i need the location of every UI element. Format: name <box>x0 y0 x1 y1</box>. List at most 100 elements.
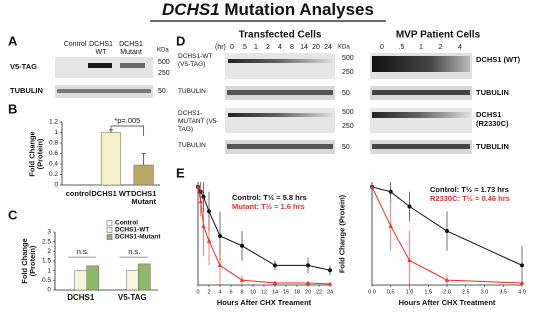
annotation: *p=.005 <box>114 116 140 125</box>
blot-band <box>120 63 145 68</box>
bar <box>125 270 139 291</box>
y-axis-label: Fold Change (Protein) <box>27 130 44 177</box>
size-marker: 250 <box>158 70 170 77</box>
size-marker: 50 <box>342 144 350 151</box>
y-tick-label: 0 <box>54 182 58 189</box>
x-tick-label: 2.0 <box>443 289 451 295</box>
row-label: DCHS1 (WT) <box>476 55 521 64</box>
blot-patient-mutant <box>370 108 472 133</box>
size-marker: 50 <box>158 88 166 95</box>
data-point <box>519 280 525 285</box>
data-point <box>306 263 310 268</box>
row-label: DCHS1 (R2330C) <box>476 110 509 128</box>
blot-wt <box>225 53 335 79</box>
time-label: 24 <box>324 44 332 51</box>
row-label: TUBULIN <box>178 142 206 149</box>
annotation: n.s. <box>77 247 89 256</box>
time-label: 20 <box>312 44 320 51</box>
data-point <box>198 199 203 204</box>
time-label: 2 <box>266 44 270 51</box>
x-tick-label: 0.5 <box>387 289 395 295</box>
time-label: .5 <box>399 44 405 51</box>
bar <box>138 263 151 291</box>
y-tick-label: 2.5 <box>42 238 51 245</box>
size-marker: 500 <box>342 109 354 116</box>
blot-band <box>228 59 332 63</box>
x-tick-label: 3.0 <box>481 289 489 295</box>
legend-swatch <box>106 234 113 240</box>
time-label: .5 <box>241 44 247 51</box>
bar <box>86 265 100 291</box>
blot-band <box>372 144 470 149</box>
x-tick-label: 4.0 <box>518 289 526 295</box>
legend-label: DCHS1-WT <box>115 227 149 234</box>
blot-mutant <box>225 108 335 133</box>
panel-label: D <box>176 33 185 48</box>
data-point <box>217 262 223 267</box>
x-tick-label: DCHS1 <box>67 293 95 302</box>
blot-band <box>57 89 151 93</box>
x-tick-label: 2 <box>207 289 210 295</box>
data-point <box>272 280 278 285</box>
title-rest: Mutation Analyses <box>224 0 374 19</box>
figure-title: DCHS1 Mutation Analyses <box>162 0 374 19</box>
data-point <box>305 280 311 285</box>
blot-band <box>372 90 470 95</box>
y-tick-label: 2 <box>47 248 51 255</box>
data-point <box>388 189 393 194</box>
x-tick-label: V5-TAG <box>118 293 147 302</box>
time-label: 14 <box>300 44 308 51</box>
data-point <box>369 184 375 189</box>
x-axis-label: Hours After CHX Treatment <box>399 298 496 307</box>
legend-label: R2330C: T½ = 0.46 hrs <box>430 194 510 203</box>
row-label: TUBULIN <box>10 86 43 95</box>
data-point <box>273 263 277 268</box>
data-point <box>239 277 245 282</box>
time-label: 8 <box>290 44 294 51</box>
blot-band <box>228 113 332 117</box>
x-tick-label: 8 <box>240 289 243 295</box>
row-label: DCHS1-MUTANT (V5-TAG) <box>178 110 219 133</box>
significance-bracket <box>110 125 145 136</box>
y-axis-label: Fold Change (Protein) <box>20 238 37 284</box>
y-axis-label: Fold Change (Protein) <box>337 194 346 273</box>
x-tick-label: 1.0 <box>406 289 414 295</box>
row-label: V5-TAG <box>10 62 37 71</box>
y-tick-label: 0.8 <box>49 140 58 147</box>
row-label: TUBULIN <box>476 142 509 151</box>
row-label: DCHS1-WT (V5-TAG) <box>178 53 213 68</box>
data-point <box>327 281 333 286</box>
y-tick-label: 1.5 <box>42 258 51 265</box>
column-header: DCHS1 WT <box>89 41 113 56</box>
y-tick-label: 3 <box>47 229 51 236</box>
data-point <box>444 277 450 282</box>
panel-label: C <box>8 207 18 222</box>
annotation: n.s. <box>128 247 140 256</box>
size-marker: 50 <box>342 90 350 97</box>
data-point <box>407 258 412 263</box>
time-label: 4 <box>278 44 282 51</box>
x-tick-label: 0.0 <box>368 289 376 295</box>
title-gene: DCHS1 <box>162 0 220 19</box>
blot-band <box>227 90 333 95</box>
data-point <box>195 184 201 189</box>
blot-band <box>88 63 112 68</box>
x-tick-label: 16 <box>283 289 289 295</box>
data-point <box>445 229 449 234</box>
hr-label: (hr) <box>215 44 226 51</box>
y-tick-label: 1 <box>47 267 51 274</box>
legend-label: Mutant: T½ = 1.6 hrs <box>232 202 305 211</box>
legend-label: Control <box>115 220 138 227</box>
data-point <box>218 233 222 238</box>
size-marker: 500 <box>158 59 170 66</box>
section-title: MVP Patient Cells <box>396 30 481 41</box>
y-tick-label: 0.6 <box>49 150 58 157</box>
time-label: 0 <box>380 44 384 51</box>
x-tick-label: 2.5 <box>462 289 470 295</box>
x-tick-label: 12 <box>261 289 267 295</box>
legend-swatch <box>106 227 113 233</box>
blot-band <box>372 56 470 72</box>
row-label: TUBULIN <box>476 88 509 97</box>
time-label: 0 <box>230 44 234 51</box>
